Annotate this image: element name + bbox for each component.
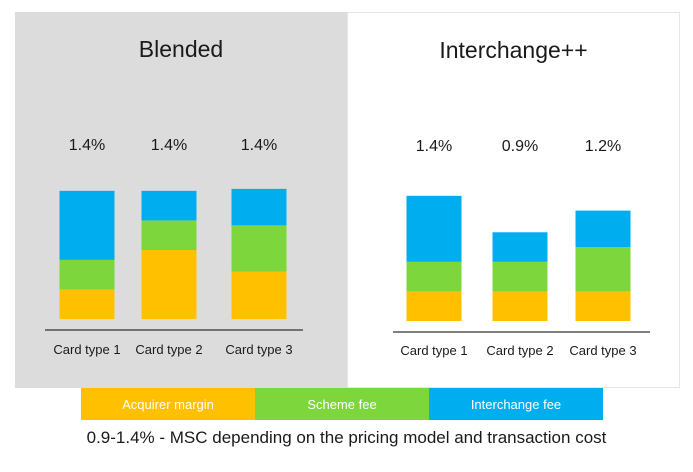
bar-interchange-fee-1 xyxy=(406,195,462,262)
bar-scheme-fee-1 xyxy=(59,259,115,290)
bar-acquirer-margin-1 xyxy=(406,291,462,321)
total-label: 1.4% xyxy=(151,137,187,154)
total-label: 1.4% xyxy=(416,138,452,155)
bar-acquirer-margin-3 xyxy=(575,291,631,321)
total-label: 1.2% xyxy=(585,138,621,155)
blended-chart: 1.4% Card type 1 1.4% Card type 2 1.4% Card t… xyxy=(45,137,303,357)
bar-scheme-fee-3 xyxy=(231,225,287,272)
category-label: Card type 3 xyxy=(569,343,636,358)
bar-interchange-fee-2 xyxy=(492,232,548,262)
bar-scheme-fee-3 xyxy=(575,247,631,292)
interchange-panel: Interchange++ 1.4% Card type 1 0.9% Card ty… xyxy=(347,12,680,388)
interchange-chart: 1.4% Card type 1 0.9% Card type 2 1.2% Card t… xyxy=(393,138,650,358)
caption: 0.9-1.4% - MSC depending on the pricing … xyxy=(86,428,607,447)
category-label: Card type 2 xyxy=(135,342,202,357)
legend-label: Interchange fee xyxy=(470,396,562,412)
bar-scheme-fee-1 xyxy=(406,261,462,292)
bar-acquirer-margin-2 xyxy=(492,291,548,321)
total-label: 1.4% xyxy=(69,137,105,154)
bar-interchange-fee-1 xyxy=(59,190,115,260)
category-label: Card type 2 xyxy=(486,343,553,358)
bar-acquirer-margin-1 xyxy=(59,289,115,319)
bar-scheme-fee-2 xyxy=(141,220,197,250)
category-label: Card type 3 xyxy=(225,342,292,357)
legend-label: Acquirer margin xyxy=(122,396,214,412)
total-label: 1.4% xyxy=(241,137,277,154)
bar-interchange-fee-3 xyxy=(575,210,631,248)
bar-interchange-fee-3 xyxy=(231,188,287,226)
blended-panel: Blended 1.4% Card type 1 1.4% Card type 2 1.… xyxy=(15,12,347,388)
legend-label: Scheme fee xyxy=(307,396,377,412)
bar-acquirer-margin-2 xyxy=(141,250,197,319)
legend-interchange-fee: Interchange fee xyxy=(429,388,603,420)
interchange-title: Interchange++ xyxy=(439,37,588,63)
blended-title: Blended xyxy=(138,36,224,62)
legend: Acquirer margin Scheme fee Interchange f… xyxy=(81,388,603,420)
legend-scheme-fee: Scheme fee xyxy=(255,388,429,420)
legend-acquirer-margin: Acquirer margin xyxy=(81,388,255,420)
category-label: Card type 1 xyxy=(53,342,120,357)
category-label: Card type 1 xyxy=(400,343,467,358)
bar-scheme-fee-2 xyxy=(492,261,548,292)
bar-interchange-fee-2 xyxy=(141,190,197,221)
total-label: 0.9% xyxy=(502,138,538,155)
bar-acquirer-margin-3 xyxy=(231,271,287,319)
